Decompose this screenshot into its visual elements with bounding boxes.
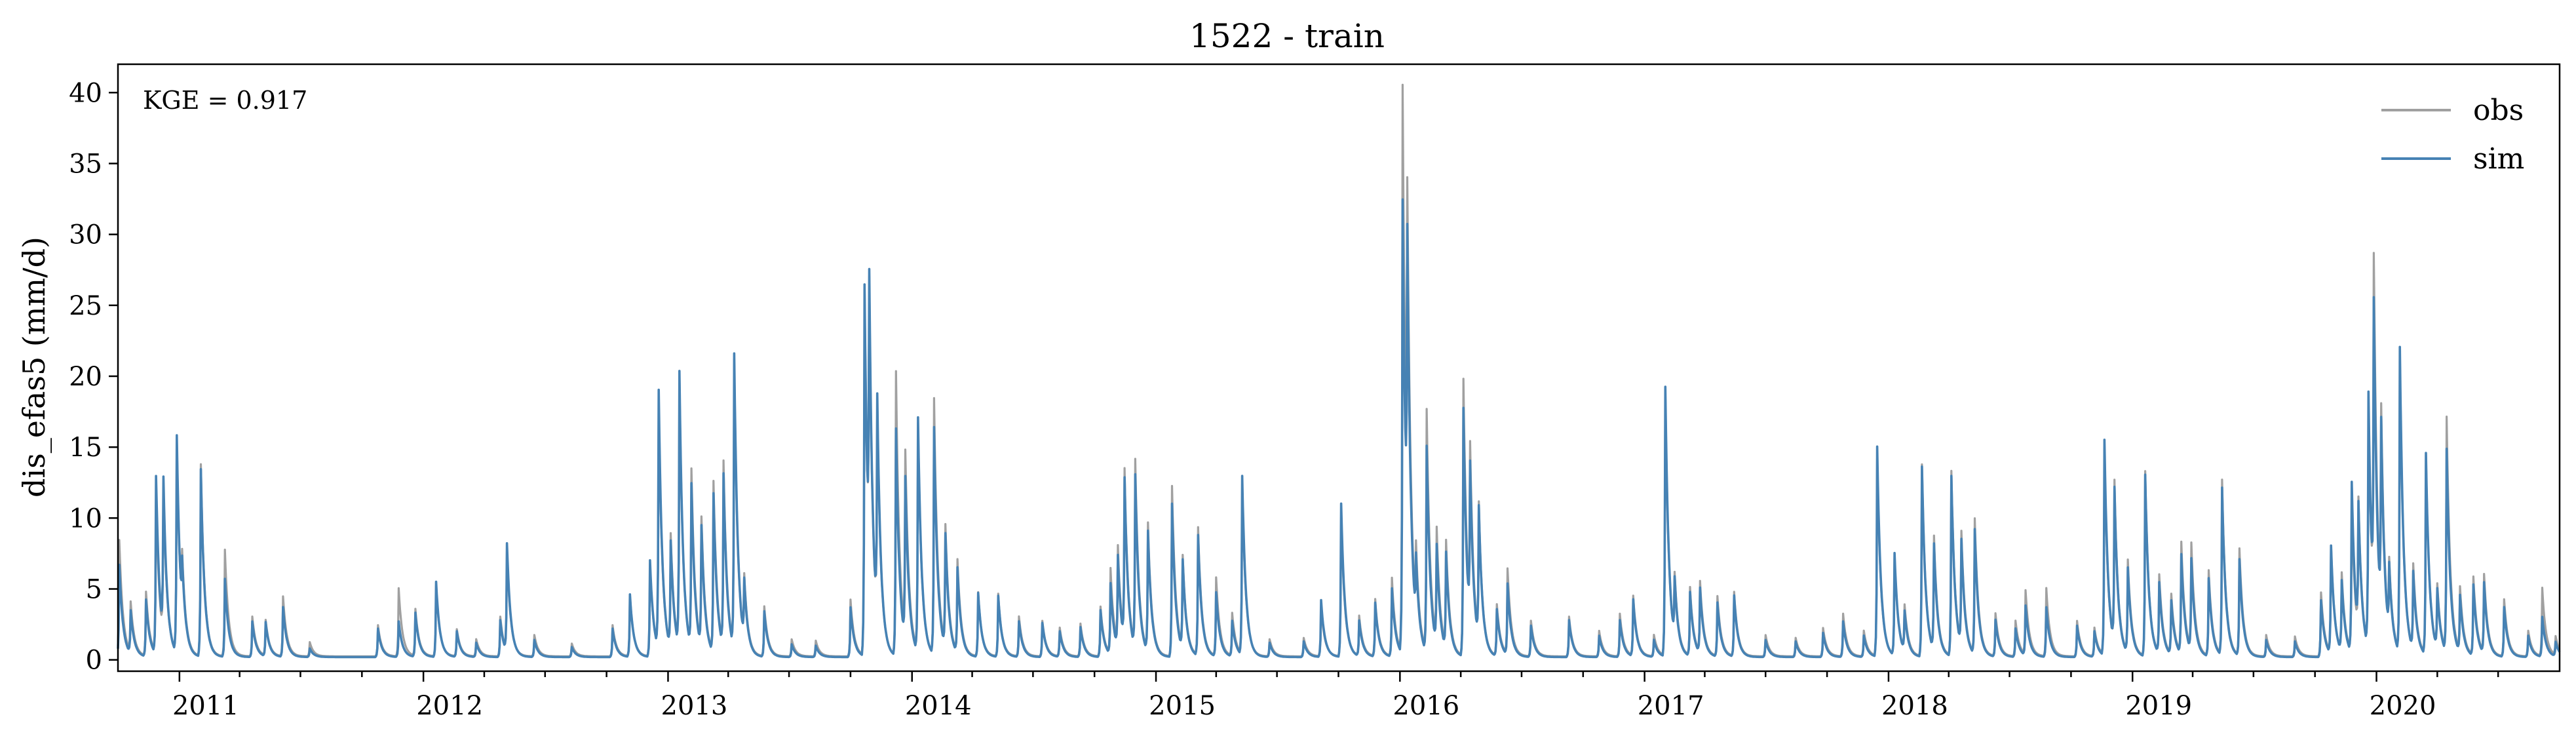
series-line-obs	[117, 83, 2561, 657]
x-tick-label: 2019	[2125, 691, 2192, 721]
y-tick-label: 30	[69, 220, 102, 250]
series-layer	[117, 83, 2561, 659]
y-axis: 0 5 10 15 20 25 30 35 40	[69, 78, 118, 676]
kge-annotation: KGE = 0.917	[143, 86, 307, 115]
x-tick-label: 2018	[1881, 691, 1948, 721]
y-tick-label: 20	[69, 362, 102, 392]
plot-frame	[117, 63, 2561, 673]
series-line-sim	[117, 198, 2561, 659]
legend-label-obs: obs	[2473, 94, 2524, 127]
y-tick-label: 25	[69, 291, 102, 321]
x-tick-label: 2015	[1149, 691, 1216, 721]
x-tick-label: 2014	[905, 691, 972, 721]
y-tick-label: 5	[86, 575, 102, 605]
chart-title: 1522 - train	[1189, 17, 1385, 55]
x-tick-label: 2020	[2370, 691, 2436, 721]
x-tick-label: 2013	[661, 691, 728, 721]
x-tick-label: 2011	[172, 691, 239, 721]
y-tick-label: 0	[86, 646, 102, 676]
y-tick-label: 15	[69, 433, 102, 463]
y-tick-label: 35	[69, 149, 102, 179]
x-tick-label: 2012	[416, 691, 483, 721]
y-tick-label: 10	[69, 503, 102, 534]
x-tick-label: 2016	[1393, 691, 1459, 721]
legend-label-sim: sim	[2473, 142, 2524, 176]
x-tick-label: 2017	[1638, 691, 1704, 721]
y-tick-label: 40	[69, 78, 102, 108]
legend: obs sim	[2381, 94, 2524, 176]
x-axis: 2011 2012 2013 2014 2015 2016 2017 2018 2019 2020	[172, 671, 2499, 721]
y-axis-label: dis_efas5 (mm/d)	[16, 237, 52, 498]
